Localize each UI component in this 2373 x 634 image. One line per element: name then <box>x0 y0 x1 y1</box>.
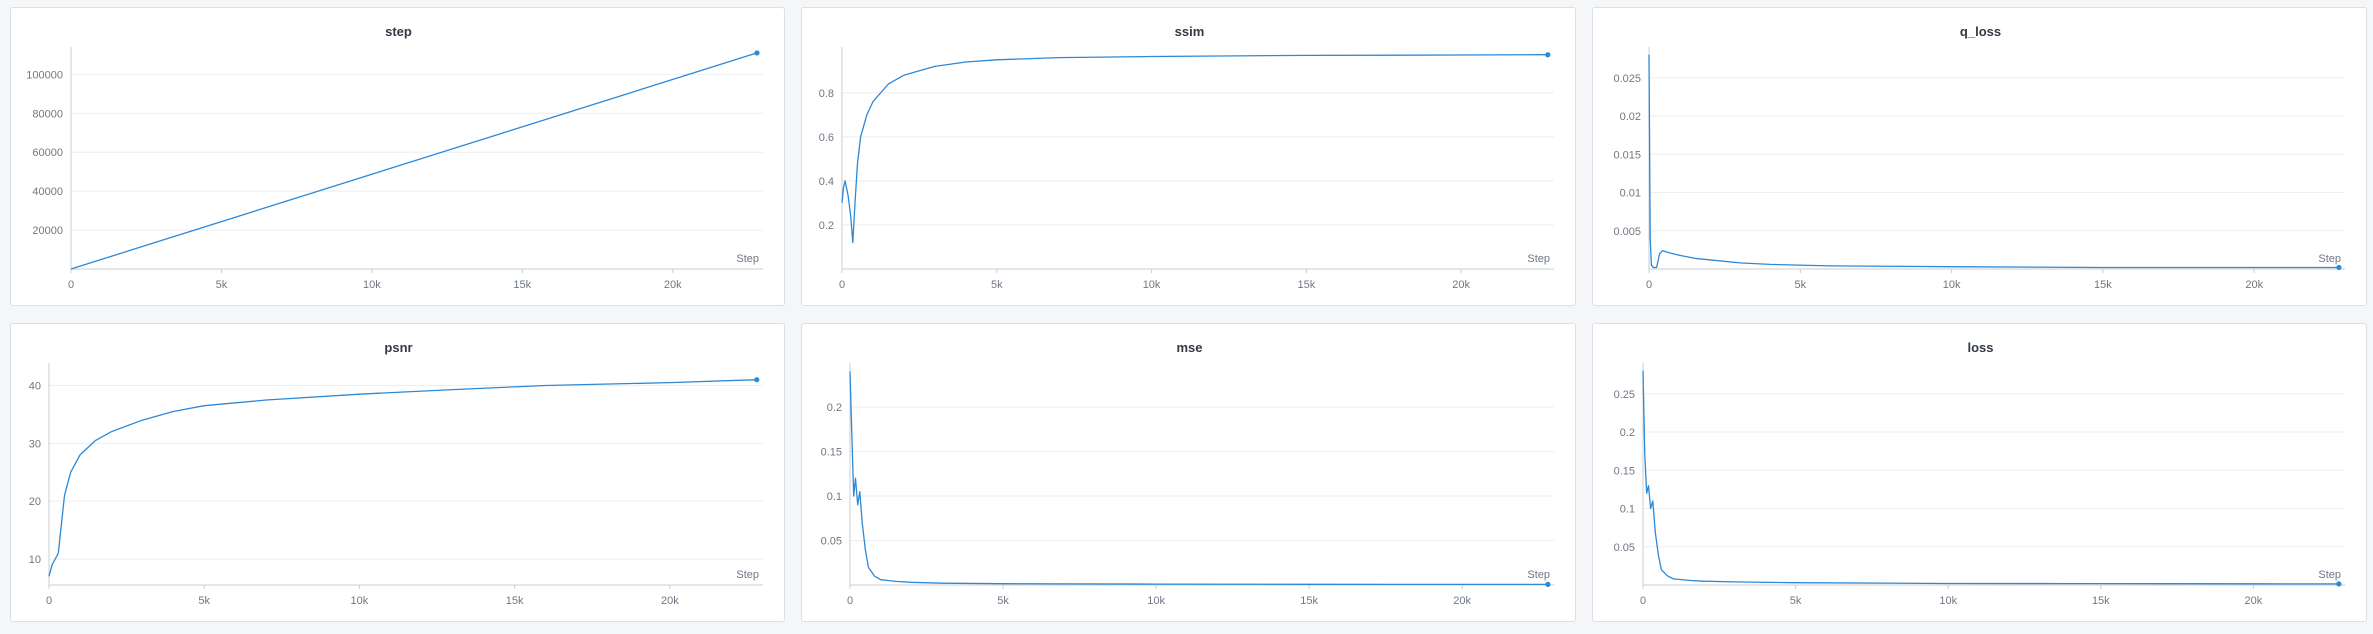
x-tick-label: 20k <box>1453 595 1471 607</box>
x-tick-label: 5k <box>991 279 1003 291</box>
chart-title: mse <box>1176 340 1202 355</box>
x-tick-label: 15k <box>2092 595 2110 607</box>
x-tick-label: 5k <box>997 595 1009 607</box>
chart-panel-psnr: psnr 10 20 30 40 0 5k 10k 15k 20k Step <box>10 323 785 622</box>
series-line <box>1642 370 2339 585</box>
x-tick-label: 0 <box>68 279 74 291</box>
chart-title: ssim <box>1175 24 1205 39</box>
last-point-marker <box>754 50 760 56</box>
chart-panel-loss: loss 0.05 0.1 0.15 0.2 0.25 0 5k 10k 15k 20k Step <box>1592 323 2367 622</box>
x-tick-label: 0 <box>1640 595 1646 607</box>
x-axis-label: Step <box>1527 253 1550 265</box>
x-tick-label: 0 <box>1646 279 1652 291</box>
chart-panel-mse: mse 0.05 0.1 0.15 0.2 0 5k 10k 15k 20k Step <box>801 323 1576 622</box>
x-axis-label: Step <box>2318 569 2341 581</box>
x-tick-label: 5k <box>198 595 210 607</box>
chart-svg-4: mse 0.05 0.1 0.15 0.2 0 5k 10k 15k 20k Step <box>821 340 1554 607</box>
x-tick-label: 10k <box>363 279 381 291</box>
last-point-marker <box>1545 581 1551 587</box>
y-tick-label: 0.15 <box>821 447 842 459</box>
x-tick-label: 15k <box>2094 279 2112 291</box>
chart-title: q_loss <box>1960 24 2001 39</box>
y-tick-label: 0.4 <box>819 176 834 188</box>
y-tick-label: 0.01 <box>1620 188 1641 200</box>
y-tick-label: 0.15 <box>1614 465 1635 477</box>
y-tick-label: 20 <box>29 496 41 508</box>
x-tick-label: 20k <box>2245 595 2263 607</box>
x-tick-label: 20k <box>664 279 682 291</box>
y-tick-label: 0.2 <box>827 402 842 414</box>
series-line <box>70 52 758 270</box>
y-tick-label: 0.015 <box>1613 149 1641 161</box>
last-point-marker <box>2336 264 2342 271</box>
x-tick-label: 0 <box>839 279 845 291</box>
x-tick-label: 10k <box>1939 595 1957 607</box>
last-point-marker <box>1545 52 1551 58</box>
y-tick-label: 30 <box>29 438 41 450</box>
x-tick-label: 10k <box>1147 595 1165 607</box>
y-tick-label: 0.25 <box>1614 389 1635 401</box>
chart-svg-2: q_loss 0.005 0.01 0.015 0.02 0.025 0 5k 10k 15k 20… <box>1613 24 2345 291</box>
y-tick-label: 0.02 <box>1620 111 1641 123</box>
last-point-marker <box>2336 581 2342 587</box>
x-tick-label: 10k <box>1143 279 1161 291</box>
x-axis-label: Step <box>736 253 759 265</box>
chart-title: loss <box>1967 340 1993 355</box>
x-tick-label: 10k <box>1943 279 1961 291</box>
y-tick-label: 0.1 <box>827 491 842 503</box>
chart-svg-0: step 20000 40000 60000 80000 100000 0 5k 10k 15k 2… <box>26 24 763 291</box>
x-tick-label: 10k <box>351 595 369 607</box>
x-tick-label: 5k <box>1794 279 1806 291</box>
x-axis-label: Step <box>2318 253 2341 265</box>
y-tick-label: 0.05 <box>1614 542 1635 554</box>
series-line <box>849 371 1548 586</box>
y-tick-label: 10 <box>29 554 41 566</box>
y-tick-label: 0.2 <box>1620 427 1635 439</box>
x-tick-label: 0 <box>847 595 853 607</box>
y-tick-label: 0.005 <box>1613 226 1641 238</box>
chart-svg-1: ssim 0.2 0.4 0.6 0.8 0 5k 10k 15k 20k Step <box>819 24 1554 291</box>
chart-panel-step: step 20000 40000 60000 80000 100000 0 5k 10k 15k 2… <box>10 7 785 306</box>
series-line <box>48 379 757 577</box>
chart-svg-3: psnr 10 20 30 40 0 5k 10k 15k 20k Step <box>29 340 763 607</box>
y-tick-label: 100000 <box>26 69 63 81</box>
y-tick-label: 80000 <box>32 108 63 120</box>
chart-title: step <box>385 24 412 39</box>
chart-panel-q-loss: q_loss 0.005 0.01 0.015 0.02 0.025 0 5k 10k 15k 20… <box>1592 7 2367 306</box>
y-tick-label: 0.025 <box>1613 73 1641 85</box>
y-tick-label: 0.1 <box>1620 504 1635 516</box>
x-tick-label: 5k <box>1790 595 1802 607</box>
x-tick-label: 0 <box>46 595 52 607</box>
x-tick-label: 20k <box>1452 279 1470 291</box>
y-tick-label: 40000 <box>32 186 63 198</box>
x-axis-label: Step <box>736 569 759 581</box>
series-line <box>841 54 1548 244</box>
x-tick-label: 15k <box>513 279 531 291</box>
x-tick-label: 20k <box>661 595 679 607</box>
series-line <box>1648 54 2339 269</box>
last-point-marker <box>754 377 760 383</box>
chart-title: psnr <box>384 340 412 355</box>
y-tick-label: 20000 <box>32 225 63 237</box>
x-tick-label: 15k <box>506 595 524 607</box>
y-tick-label: 0.8 <box>819 88 834 100</box>
y-tick-label: 40 <box>29 381 41 393</box>
x-tick-label: 15k <box>1297 279 1315 291</box>
chart-panel-ssim: ssim 0.2 0.4 0.6 0.8 0 5k 10k 15k 20k Step <box>801 7 1576 306</box>
x-tick-label: 5k <box>216 279 228 291</box>
x-tick-label: 15k <box>1300 595 1318 607</box>
y-tick-label: 0.05 <box>821 536 842 548</box>
y-tick-label: 0.2 <box>819 220 834 232</box>
y-tick-label: 60000 <box>32 147 63 159</box>
y-tick-label: 0.6 <box>819 132 834 144</box>
chart-svg-5: loss 0.05 0.1 0.15 0.2 0.25 0 5k 10k 15k 20k Step <box>1614 340 2345 607</box>
x-tick-label: 20k <box>2245 279 2263 291</box>
x-axis-label: Step <box>1527 569 1550 581</box>
